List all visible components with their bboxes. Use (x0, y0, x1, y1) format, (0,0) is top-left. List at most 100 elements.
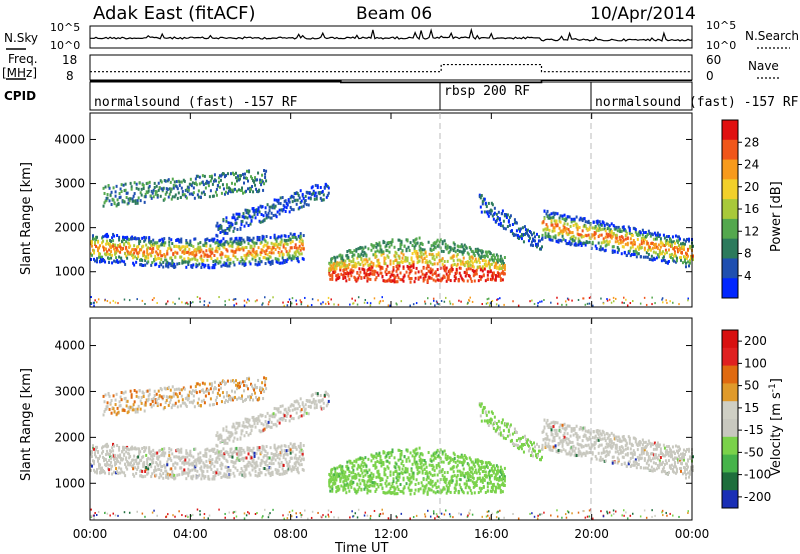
power-cell (145, 256, 148, 260)
power-cell (667, 248, 670, 252)
power-cell (673, 251, 676, 255)
power-cell (257, 208, 260, 212)
power-cell (621, 236, 624, 240)
power-cell (684, 261, 687, 265)
velocity-cell (228, 472, 231, 476)
power-cell (370, 243, 373, 247)
power-cell (454, 271, 457, 275)
power-cell (384, 262, 387, 266)
velocity-cell (137, 465, 140, 469)
power-cell (170, 187, 173, 191)
power-cell (163, 242, 166, 246)
velocity-cell (249, 424, 252, 428)
power-cell (342, 258, 345, 262)
velocity-cell (166, 387, 169, 391)
velocity-cell (299, 442, 302, 446)
power-cell (287, 251, 290, 255)
velocity-cell (186, 471, 189, 475)
power-cell (679, 256, 682, 260)
power-cell (572, 219, 575, 223)
power-cell (178, 262, 181, 266)
power-cell (210, 176, 213, 180)
velocity-cell (238, 446, 241, 450)
power-cell (204, 263, 207, 267)
power-cell (590, 235, 593, 239)
velocity-cell (266, 464, 269, 468)
velocity-cell (139, 474, 142, 478)
power-cell (400, 251, 403, 255)
power-cell (373, 244, 376, 248)
velocity-cell (110, 460, 113, 464)
power-cell (182, 250, 185, 254)
power-cell (174, 302, 176, 305)
velocity-cell (274, 422, 277, 426)
power-cell (623, 250, 626, 254)
power-cell (151, 244, 154, 248)
power-cell (178, 240, 181, 244)
velocity-cell (204, 475, 207, 479)
power-cell (446, 244, 449, 248)
power-cell (171, 262, 174, 266)
velocity-cell (114, 453, 117, 457)
power-cell (680, 247, 683, 251)
power-cell (487, 214, 490, 218)
power-cell (211, 251, 214, 255)
power-cell (537, 239, 540, 243)
power-cell (526, 233, 529, 237)
power-cell (477, 253, 480, 257)
power-cell (193, 256, 196, 260)
velocity-cell (252, 398, 255, 402)
velocity-cell (107, 463, 110, 467)
power-cell (94, 299, 96, 302)
power-cell (199, 297, 201, 300)
power-cell (426, 261, 429, 265)
velocity-cell (247, 464, 250, 468)
power-cell (287, 256, 290, 260)
velocity-cell (249, 462, 252, 466)
velocity-cell (145, 389, 148, 393)
power-cell (142, 251, 145, 255)
power-cell (419, 248, 422, 252)
power-cell (125, 191, 128, 195)
power-cell (491, 258, 494, 262)
power-cell (675, 256, 678, 260)
power-cell (238, 248, 241, 252)
power-cell (152, 238, 155, 242)
power-cell (148, 184, 151, 188)
velocity-cell (177, 399, 180, 403)
power-cell (669, 242, 672, 246)
velocity-cell (347, 477, 350, 481)
power-cell (488, 304, 491, 307)
power-cell (146, 251, 149, 255)
power-cell (441, 276, 444, 280)
power-cell (599, 248, 602, 252)
power-cell (545, 212, 548, 216)
power-cell (647, 252, 650, 256)
velocity-cell (242, 421, 245, 425)
power-cell (556, 212, 559, 216)
power-cell (142, 186, 145, 190)
power-cell (623, 228, 626, 232)
velocity-cell (292, 443, 295, 447)
power-cell (291, 200, 294, 204)
power-cell (660, 259, 663, 263)
power-cell (624, 242, 627, 246)
power-cell (102, 204, 105, 208)
velocity-cell (261, 459, 264, 463)
power-cell (503, 265, 506, 269)
power-cell (122, 199, 125, 203)
power-cell (146, 261, 149, 265)
velocity-cell (385, 454, 388, 458)
velocity-cell (280, 448, 283, 452)
power-cell (233, 263, 236, 267)
velocity-cell (191, 389, 194, 393)
power-cell (292, 195, 295, 199)
power-cell (253, 180, 256, 184)
power-cell (320, 302, 322, 305)
power-cell (212, 194, 215, 198)
power-cell (300, 242, 303, 246)
velocity-cell (242, 399, 245, 403)
power-cell (245, 253, 248, 257)
power-cell (606, 235, 609, 239)
power-cell (418, 236, 421, 240)
